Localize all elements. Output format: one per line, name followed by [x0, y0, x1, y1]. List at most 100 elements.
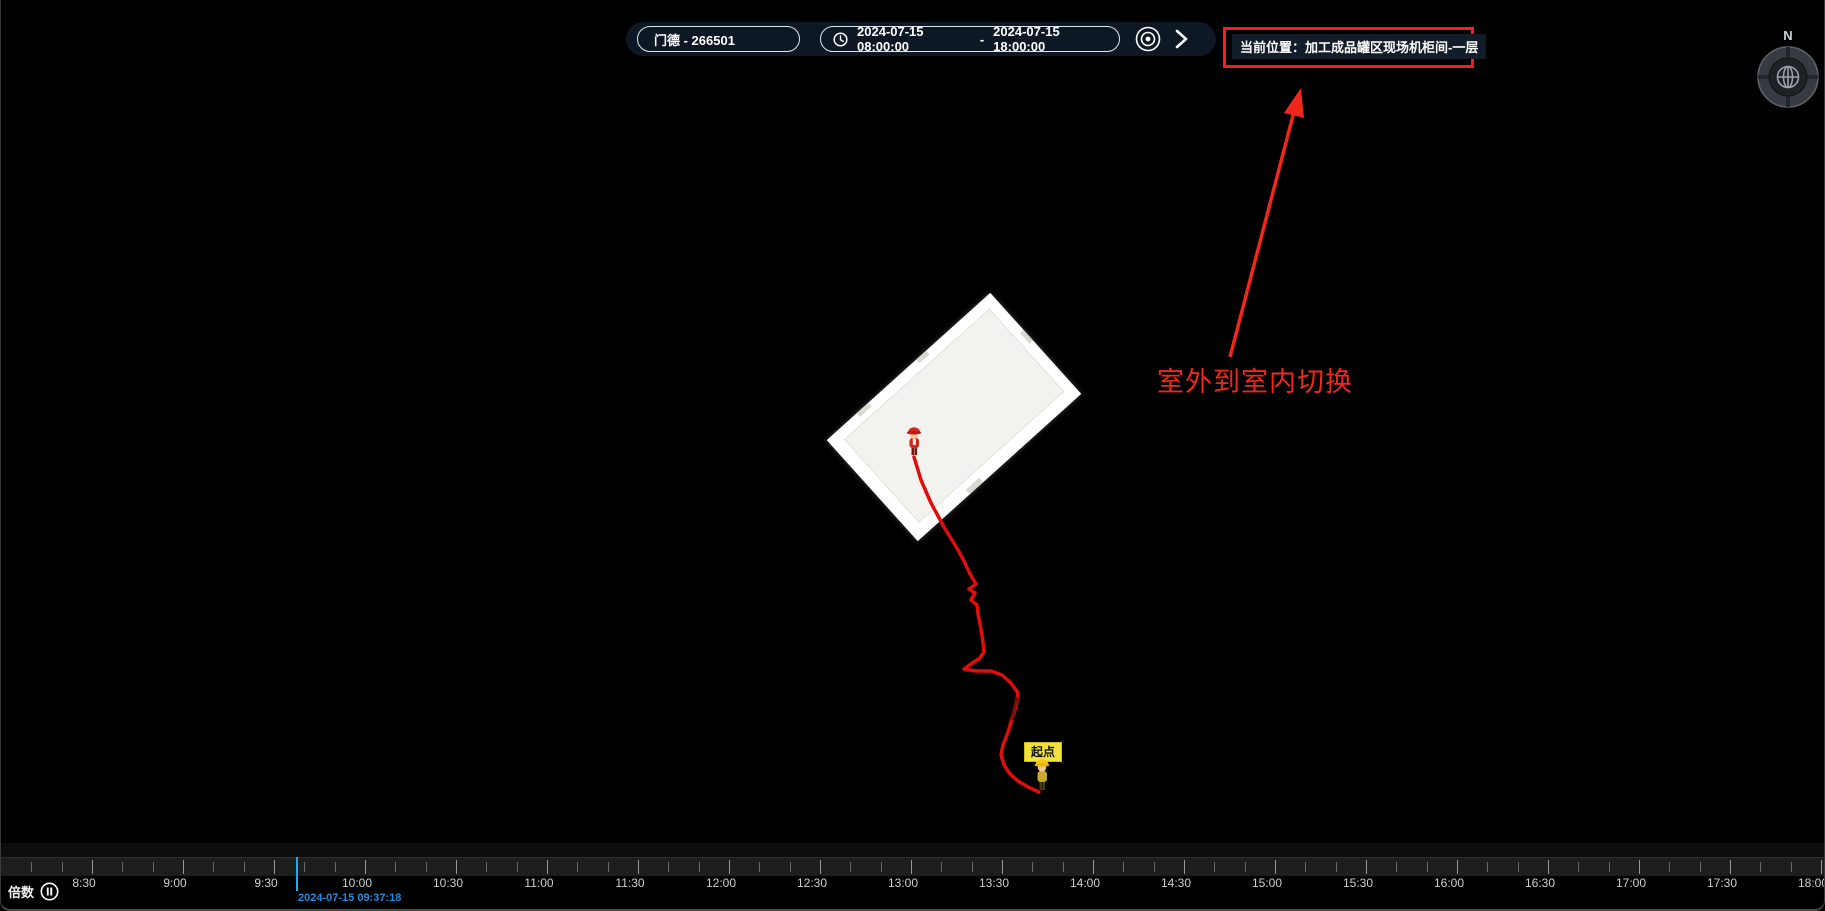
- timeline-tick: [1608, 862, 1610, 872]
- current-timestamp: 2024-07-15 09:37:18: [298, 892, 402, 904]
- timeline-shelf: [1, 843, 1824, 857]
- timeline-tick: [274, 860, 275, 874]
- pause-button[interactable]: [40, 882, 59, 901]
- timeline-label: 10:30: [432, 876, 464, 890]
- timeline-tick: [850, 862, 852, 872]
- timeline-tick: [183, 860, 184, 874]
- timeline-tick: [61, 862, 63, 872]
- timeline-tick: [880, 862, 882, 872]
- timeline-tick: [1001, 860, 1003, 874]
- timeline-tick: [941, 862, 943, 872]
- timeline-tick: [1123, 862, 1125, 872]
- timeline-tick: [213, 862, 215, 872]
- timeline-tick: [1335, 862, 1337, 872]
- device-select[interactable]: 门德 - 266501: [637, 26, 800, 52]
- annotation-note: 室外到室内切换: [1157, 367, 1353, 397]
- timeline-tick: [486, 862, 488, 872]
- time-range-picker[interactable]: 2024-07-15 08:00:00 - 2024-07-15 18:00:0…: [820, 24, 1120, 54]
- time-end: 2024-07-15 18:00:00: [993, 24, 1060, 54]
- timeline-tick: [728, 860, 730, 874]
- timeline-label: 16:30: [1524, 876, 1556, 890]
- timeline-tick: [607, 862, 609, 872]
- timeline-tick: [1638, 860, 1640, 874]
- timeline-label: 15:30: [1342, 876, 1374, 890]
- timeline-tick: [152, 862, 154, 872]
- timeline-tick: [31, 862, 33, 872]
- timeline-tick: [637, 860, 639, 874]
- timeline-tick: [1183, 860, 1185, 874]
- chevron-right-icon[interactable]: [1166, 24, 1196, 54]
- top-toolbar: 门德 - 266501 2024-07-15 08:00:00 - 2024-0…: [626, 22, 1216, 56]
- timeline-tick: [1214, 862, 1216, 872]
- start-point-label: 起点: [1024, 742, 1063, 762]
- locate-icon[interactable]: [1133, 24, 1163, 54]
- timeline-tick: [395, 862, 397, 872]
- timeline-tick: [1365, 860, 1367, 874]
- timeline-label: 13:30: [978, 876, 1010, 890]
- timeline-label: 9:00: [163, 876, 187, 890]
- timeline-tick: [1456, 860, 1458, 874]
- timeline-tick: [365, 860, 366, 874]
- current-location-annotation-box: 当前位置：加工成品罐区现场机柜间-一层: [1223, 27, 1487, 68]
- timeline-tick: [304, 862, 306, 872]
- compass-north-label: N: [1783, 28, 1792, 43]
- timeline-label: 18:00: [1797, 876, 1824, 890]
- timeline-label: 12:30: [796, 876, 828, 890]
- timeline-label: 12:00: [705, 876, 737, 890]
- timeline-tick: [698, 862, 700, 872]
- timeline-tick: [455, 860, 457, 874]
- speed-label: 倍数: [8, 885, 35, 900]
- globe-icon: [1776, 65, 1800, 89]
- current-location-label: 当前位置：加工成品罐区现场机柜间-一层: [1232, 34, 1487, 59]
- timeline-tick: [122, 862, 124, 872]
- timeline-tick: [1760, 862, 1762, 872]
- playback-speed-control: 倍数: [8, 882, 59, 901]
- timeline-tick: [1305, 862, 1307, 872]
- timeline-tick: [1062, 862, 1064, 872]
- device-select-value: 门德 - 266501: [654, 32, 735, 48]
- timeline-tick: [819, 860, 821, 874]
- building-footprint: [826, 292, 1082, 542]
- timeline-tick: [334, 862, 336, 872]
- timeline-tick: [1426, 862, 1428, 872]
- current-position-marker[interactable]: [904, 426, 924, 463]
- timeline-tick: [1578, 862, 1580, 872]
- timeline-tick: [243, 862, 245, 872]
- timeline-label: 11:30: [615, 876, 645, 890]
- timeline-tick: [1244, 862, 1246, 872]
- timeline-label: 17:30: [1706, 876, 1738, 890]
- timeline-tick: [1820, 860, 1822, 874]
- timeline-tick: [1790, 862, 1792, 872]
- timeline-label: 11:00: [524, 876, 554, 890]
- timeline-tick: [1669, 862, 1671, 872]
- timeline-tick: [577, 862, 579, 872]
- timeline-playhead[interactable]: [296, 857, 298, 891]
- timeline-tick: [1729, 860, 1731, 874]
- timeline-tick: [92, 860, 93, 874]
- timeline-tick: [1517, 862, 1519, 872]
- timeline-tick: [1487, 862, 1489, 872]
- timeline-tick: [789, 862, 791, 872]
- clock-icon: [833, 31, 848, 47]
- timeline-track[interactable]: [1, 857, 1824, 876]
- timeline-tick: [1274, 860, 1276, 874]
- time-separator: -: [979, 31, 985, 47]
- timeline-label: 14:00: [1069, 876, 1101, 890]
- timeline-tick: [425, 862, 427, 872]
- timeline-tick: [546, 860, 548, 874]
- timeline-tick: [1032, 862, 1034, 872]
- timeline-tick: [1396, 862, 1398, 872]
- timeline-label: 9:30: [254, 876, 278, 890]
- timeline-tick: [1092, 860, 1094, 874]
- compass-control[interactable]: N: [1751, 24, 1824, 115]
- timeline-label: 16:00: [1433, 876, 1465, 890]
- timeline-label: 10:00: [341, 876, 373, 890]
- timeline-tick: [668, 862, 670, 872]
- timeline-tick: [1699, 862, 1701, 872]
- start-point-marker[interactable]: [1032, 757, 1052, 798]
- timeline-label: 14:30: [1160, 876, 1192, 890]
- timeline-label: 13:00: [887, 876, 919, 890]
- timeline-tick: [971, 862, 973, 872]
- timeline-tick: [759, 862, 761, 872]
